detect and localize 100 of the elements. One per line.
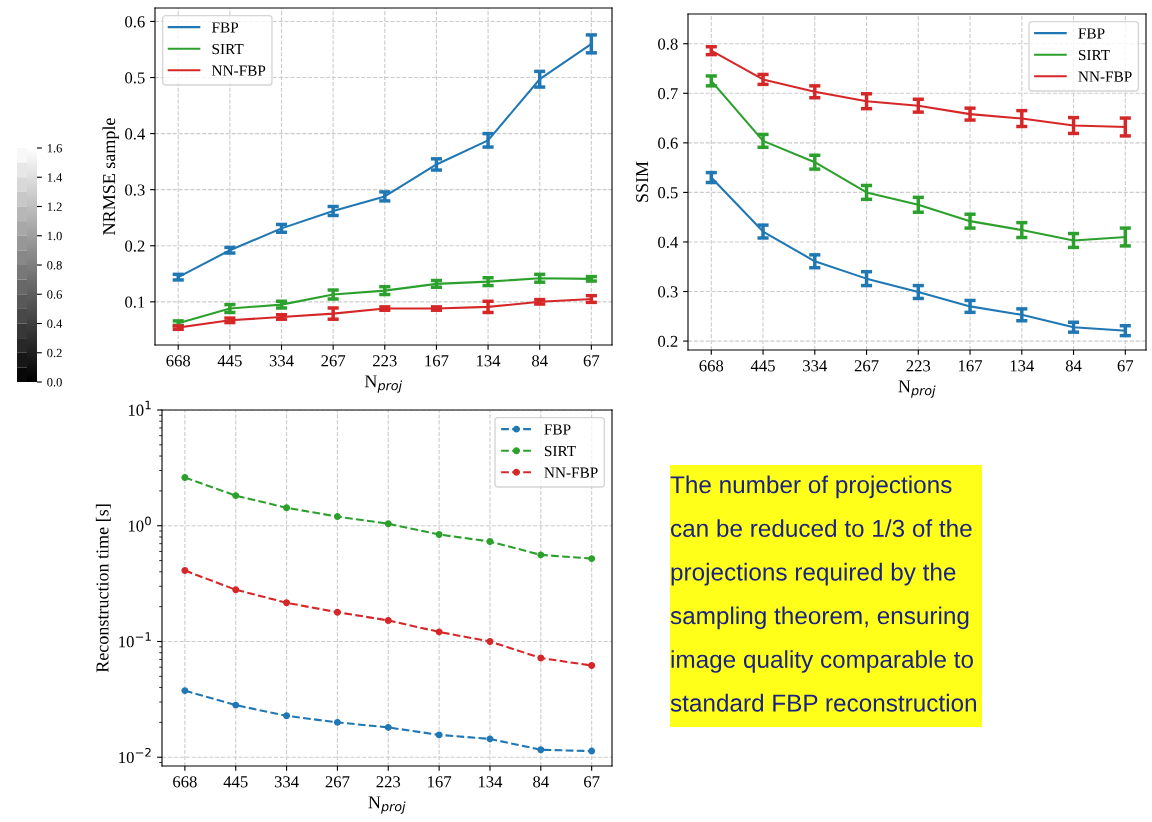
x-tick-label: 223 bbox=[373, 355, 397, 367]
y-tick-label: 0.3 bbox=[658, 286, 678, 298]
x-tick-label: 67 bbox=[1117, 360, 1134, 372]
x-axis-title: N$_{proj}$ bbox=[898, 380, 936, 398]
y-axis-title: NRMSE sample bbox=[102, 118, 119, 235]
point bbox=[283, 712, 291, 720]
x-tick-label: 267 bbox=[854, 360, 879, 372]
text: standard FBP reconstruction bbox=[670, 693, 977, 712]
x-tick-label: 445 bbox=[750, 360, 775, 372]
color-bar-label: 1.2 bbox=[47, 202, 62, 212]
x-tick-label: 167 bbox=[959, 360, 983, 372]
point bbox=[333, 608, 341, 616]
x-tick-label: 67 bbox=[583, 355, 600, 367]
point bbox=[435, 731, 443, 739]
x-tick-label: 445 bbox=[223, 776, 248, 788]
x-tick-label: 67 bbox=[584, 776, 600, 788]
x-tick-label: 134 bbox=[478, 776, 503, 788]
color-bar-label: 0.8 bbox=[47, 261, 62, 270]
point bbox=[486, 735, 494, 743]
point bbox=[283, 599, 291, 607]
legend-label: NN-FBP bbox=[544, 467, 598, 478]
point bbox=[537, 654, 545, 662]
y-tick-label: 0.6 bbox=[125, 16, 145, 28]
x-axis-title: N$_{proj}$ bbox=[368, 796, 406, 814]
legend-label: SIRT bbox=[212, 43, 244, 55]
point bbox=[283, 504, 291, 512]
line-series bbox=[177, 297, 593, 329]
y-tick-label: 0.7 bbox=[658, 87, 678, 100]
y-tick-label: 0.2 bbox=[658, 335, 678, 348]
point bbox=[435, 531, 443, 538]
point bbox=[588, 555, 596, 563]
x-tick-label: 84 bbox=[1065, 360, 1082, 372]
x-tick-label: 334 bbox=[269, 355, 294, 367]
x-tick-label: 84 bbox=[533, 776, 549, 788]
point bbox=[384, 616, 392, 624]
point bbox=[232, 492, 240, 500]
x-tick-label: 668 bbox=[166, 355, 191, 367]
y-tick-label: 10$^{1}$ bbox=[128, 400, 151, 416]
point bbox=[384, 723, 392, 731]
text: image quality comparable to bbox=[671, 650, 973, 673]
point bbox=[181, 687, 189, 695]
point bbox=[181, 474, 189, 481]
legend-label: NN-FBP bbox=[211, 65, 266, 76]
x-tick-label: 668 bbox=[699, 360, 724, 372]
legend-label: SIRT bbox=[544, 445, 576, 457]
x-tick-label: 167 bbox=[425, 355, 449, 367]
legend-label: FBP bbox=[211, 22, 239, 33]
point bbox=[232, 586, 240, 594]
legend-label: FBP bbox=[1078, 28, 1105, 39]
line-series bbox=[710, 176, 1127, 332]
x-tick-label: 267 bbox=[325, 776, 350, 788]
y-tick-label: 0.1 bbox=[125, 296, 145, 308]
color-bar-label: 0.6 bbox=[47, 290, 62, 299]
text: sampling theorem, ensuring bbox=[670, 606, 969, 630]
y-axis-title: SSIM bbox=[636, 161, 649, 202]
point bbox=[333, 718, 341, 726]
point bbox=[486, 538, 494, 546]
x-tick-label: 334 bbox=[274, 776, 299, 788]
x-tick-label: 223 bbox=[906, 360, 931, 372]
y-tick-label: 0.3 bbox=[125, 184, 145, 196]
y-tick-label: 0.4 bbox=[658, 236, 679, 248]
color-bar-label: 0.0 bbox=[47, 378, 62, 387]
text: projections required by the bbox=[671, 562, 956, 586]
legend-label: SIRT bbox=[1078, 49, 1110, 61]
point bbox=[384, 520, 392, 528]
point bbox=[435, 628, 443, 636]
y-tick-label: 0.4 bbox=[125, 128, 146, 140]
color-bar-label: 1.0 bbox=[47, 231, 62, 241]
x-axis-title: N$_{proj}$ bbox=[364, 375, 403, 393]
x-tick-label: 668 bbox=[173, 776, 197, 788]
color-bar-label: 0.4 bbox=[47, 319, 63, 329]
y-axis-title: Reconstruction time [s] bbox=[95, 504, 111, 673]
point bbox=[537, 746, 545, 754]
text: can be reduced to 1/3 of the bbox=[671, 519, 972, 538]
y-tick-label: 0.6 bbox=[658, 137, 678, 149]
color-bar-label: 1.6 bbox=[47, 144, 62, 153]
point bbox=[588, 662, 596, 669]
y-tick-label: 10$^{−2}$ bbox=[119, 747, 151, 764]
point bbox=[537, 551, 545, 559]
legend-label: FBP bbox=[544, 424, 571, 435]
x-tick-label: 84 bbox=[532, 355, 548, 367]
x-tick-label: 134 bbox=[477, 355, 501, 367]
text: The number of projections bbox=[670, 475, 952, 499]
y-tick-label: 10$^{0}$ bbox=[128, 516, 151, 532]
color-bar-label: 1.4 bbox=[47, 173, 63, 182]
y-tick-label: 0.5 bbox=[125, 72, 145, 84]
x-tick-label: 223 bbox=[376, 776, 401, 788]
point bbox=[486, 638, 494, 645]
point bbox=[333, 513, 341, 521]
color-bar-label: 0.2 bbox=[47, 348, 62, 358]
point bbox=[232, 701, 240, 709]
point bbox=[181, 567, 189, 575]
x-tick-label: 167 bbox=[428, 776, 452, 788]
x-tick-label: 445 bbox=[217, 355, 242, 367]
x-tick-label: 334 bbox=[803, 360, 828, 372]
x-tick-label: 267 bbox=[321, 355, 346, 367]
y-tick-label: 10$^{−1}$ bbox=[119, 632, 151, 648]
y-tick-label: 0.8 bbox=[658, 38, 678, 50]
point bbox=[588, 747, 596, 755]
x-tick-label: 134 bbox=[1010, 360, 1035, 372]
